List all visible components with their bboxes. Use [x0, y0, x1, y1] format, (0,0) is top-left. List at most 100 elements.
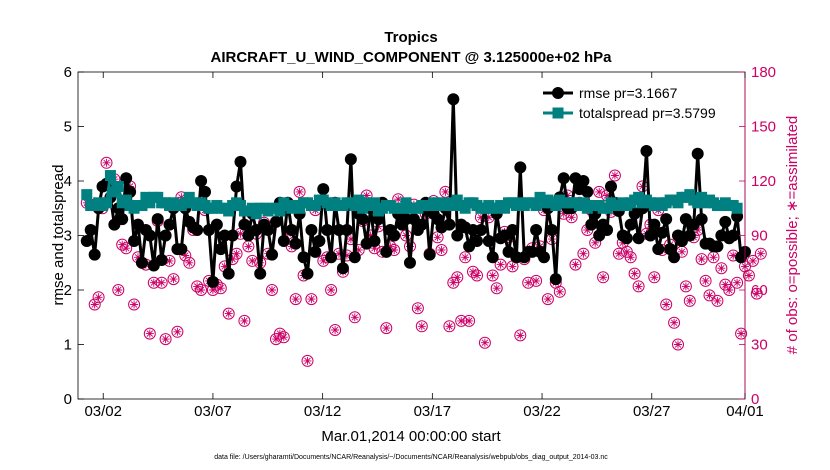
- x-axis-label: Mar.01,2014 00:00:00 start: [321, 428, 501, 445]
- obs-point: [305, 293, 318, 306]
- obs-asterisk: [685, 296, 694, 305]
- legend: rmse pr=3.1667 totalspread pr=3.5799: [535, 80, 735, 126]
- obs-point: [463, 314, 476, 327]
- obs-asterisk: [638, 182, 647, 191]
- obs-circle: [695, 253, 708, 266]
- obs-asterisk: [457, 316, 466, 325]
- obs-asterisk: [650, 273, 659, 282]
- obs-asterisk: [134, 253, 142, 262]
- obs-point: [735, 327, 748, 340]
- obs-point: [668, 316, 681, 329]
- obs-asterisk: [705, 291, 714, 300]
- obs-circle: [660, 298, 673, 311]
- obs-point: [222, 307, 235, 320]
- rmse-point: [545, 224, 558, 237]
- obs-circle: [266, 284, 278, 296]
- rmse-point: [128, 234, 141, 247]
- obs-circle: [478, 336, 491, 349]
- obs-circle: [711, 294, 724, 307]
- x-tick-label: 03/27: [633, 403, 671, 420]
- obs-point: [723, 284, 736, 296]
- obs-point: [750, 287, 763, 300]
- obs-asterisk: [295, 187, 304, 196]
- rmse-point: [325, 251, 338, 264]
- obs-asterisk: [756, 249, 765, 258]
- rmse-point: [356, 213, 369, 226]
- rmse-point: [234, 155, 247, 168]
- obs-point: [597, 271, 610, 284]
- rmse-point: [711, 240, 724, 253]
- obs-asterisk: [185, 258, 194, 267]
- obs-asterisk: [725, 286, 734, 294]
- obs-point: [608, 169, 621, 182]
- obs-circle: [731, 276, 744, 289]
- obs-asterisk: [130, 300, 139, 309]
- obs-circle: [672, 338, 684, 351]
- rmse-point: [668, 251, 681, 264]
- obs-asterisk: [610, 171, 619, 180]
- rmse-point: [230, 180, 243, 193]
- obs-asterisk: [484, 213, 493, 222]
- obs-asterisk: [413, 304, 422, 313]
- obs-point: [593, 185, 606, 198]
- obs-circle: [735, 327, 748, 340]
- obs-asterisk: [268, 286, 276, 294]
- y-tick-label: 0: [64, 391, 72, 408]
- rmse-point: [482, 234, 495, 247]
- obs-circle: [116, 238, 129, 251]
- obs-point: [195, 284, 208, 296]
- obs-asterisk: [622, 247, 631, 256]
- totalspread-point: [100, 197, 112, 209]
- obs-asterisk: [181, 251, 190, 260]
- obs-circle: [723, 284, 736, 296]
- rmse-point: [88, 248, 101, 261]
- rmse-point: [336, 262, 349, 275]
- obs-point: [471, 269, 483, 282]
- obs-point: [415, 320, 428, 333]
- obs-asterisk: [618, 238, 627, 247]
- rmse-point: [549, 273, 562, 286]
- rmse-point: [557, 172, 570, 185]
- totalspread-series: [81, 170, 743, 220]
- rmse-point: [423, 248, 436, 261]
- obs-asterisk: [197, 286, 206, 294]
- obs-point: [88, 298, 101, 311]
- obs-asterisk: [279, 333, 288, 342]
- obs-asterisk: [693, 226, 702, 234]
- x-tick-label: 03/02: [84, 403, 122, 420]
- rmse-point: [317, 183, 330, 196]
- rmse-point: [640, 145, 653, 158]
- obs-asterisk: [670, 318, 679, 327]
- obs-asterisk: [603, 191, 611, 200]
- rmse-point: [403, 256, 416, 269]
- obs-point: [289, 293, 302, 306]
- obs-circle: [541, 293, 554, 306]
- obs-asterisk: [335, 249, 343, 258]
- obs-circle: [471, 269, 483, 282]
- obs-circle: [183, 256, 196, 269]
- rmse-point: [163, 218, 176, 231]
- obs-asterisk: [236, 229, 245, 238]
- obs-asterisk: [677, 247, 686, 256]
- rmse-point: [656, 226, 669, 239]
- rmse-point: [340, 224, 353, 237]
- obs-point: [742, 269, 755, 282]
- obs-asterisk: [748, 256, 757, 265]
- obs-asterisk: [532, 276, 541, 285]
- y2-tick-label: 60: [751, 282, 768, 299]
- obs-asterisk: [240, 316, 249, 325]
- y2-tick-label: 30: [751, 337, 768, 354]
- obs-asterisk: [559, 209, 568, 218]
- obs-asterisk: [567, 213, 576, 222]
- obs-circle: [222, 307, 235, 320]
- obs-point: [238, 314, 251, 327]
- obs-circle: [597, 271, 610, 284]
- y-tick-label: 4: [64, 173, 72, 190]
- obs-asterisk: [599, 273, 608, 282]
- rmse-point: [210, 218, 223, 231]
- obs-circle: [112, 284, 125, 296]
- rmse-point: [652, 243, 665, 256]
- obs-asterisk: [157, 278, 166, 287]
- obs-asterisk: [453, 273, 462, 282]
- obs-asterisk: [729, 251, 738, 260]
